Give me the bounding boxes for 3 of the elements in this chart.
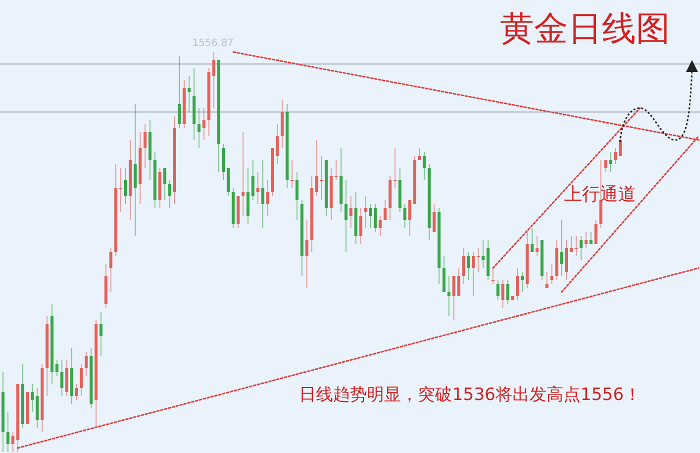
annotation: 上行通道 [564, 184, 636, 205]
chart-title: 黄金日线图 [500, 9, 670, 49]
annotation: 日线趋势明显，突破1536将出发高点1556！ [299, 385, 641, 405]
